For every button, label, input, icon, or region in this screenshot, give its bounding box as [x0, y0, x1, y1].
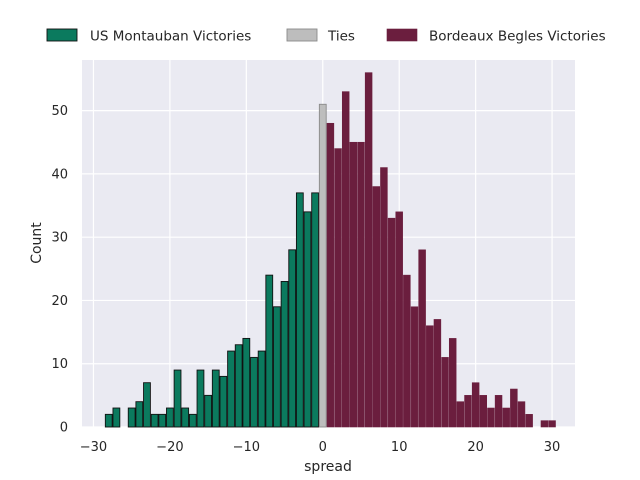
bar	[158, 413, 167, 428]
x-tick-label: −30	[80, 440, 107, 455]
bar	[127, 407, 136, 428]
x-tick-label: 30	[544, 440, 561, 455]
bar	[403, 274, 411, 428]
bar	[265, 274, 274, 428]
y-tick-label: 50	[51, 104, 68, 119]
x-axis-label: spread	[304, 459, 352, 475]
y-axis-ticks: 0 10 20 30 40 50	[51, 104, 68, 435]
bar	[548, 420, 556, 428]
bar	[464, 395, 472, 428]
legend-swatch	[286, 28, 318, 42]
bar	[112, 407, 121, 428]
bar	[219, 375, 228, 428]
bar	[318, 103, 327, 428]
legend-label: Ties	[327, 29, 355, 45]
x-tick-label: 20	[467, 440, 484, 455]
bar	[211, 369, 220, 428]
bar	[433, 319, 442, 428]
bar	[250, 356, 258, 428]
bar	[479, 395, 488, 428]
bar	[242, 337, 251, 428]
bar	[517, 401, 526, 428]
bars	[104, 72, 556, 428]
bar	[341, 91, 350, 428]
x-axis-ticks: −30 −20 −10 0 10 20 30	[80, 440, 561, 455]
bar	[387, 217, 396, 428]
bar	[380, 167, 388, 428]
bar	[288, 249, 297, 428]
x-tick-label: −10	[233, 440, 260, 455]
bar	[364, 72, 373, 428]
legend-label: US Montauban Victories	[90, 29, 251, 45]
bar	[349, 141, 358, 428]
bar	[234, 344, 243, 428]
legend-swatch	[46, 28, 78, 42]
bar	[143, 382, 151, 428]
bar	[204, 394, 212, 428]
bar	[525, 414, 533, 428]
bar	[104, 413, 113, 428]
y-tick-label: 10	[51, 357, 68, 372]
bar	[227, 350, 235, 428]
bar	[334, 148, 342, 428]
bar	[410, 306, 419, 428]
bar	[502, 407, 510, 428]
bar	[540, 420, 549, 428]
bar	[257, 350, 266, 428]
y-axis-label: Count	[29, 222, 45, 264]
bar	[395, 211, 403, 428]
legend: US Montauban Victories Ties Bordeaux Begle…	[46, 28, 606, 45]
bar	[471, 382, 480, 428]
bar	[418, 249, 426, 428]
x-tick-label: 0	[319, 440, 327, 455]
bar	[456, 401, 465, 428]
bar	[448, 338, 457, 428]
bar	[273, 306, 281, 428]
y-tick-label: 20	[51, 294, 68, 309]
y-tick-label: 0	[60, 421, 68, 436]
bar	[510, 388, 518, 428]
bar	[441, 357, 449, 428]
legend-swatch	[386, 28, 418, 42]
bar	[311, 192, 319, 428]
bar	[372, 186, 380, 428]
bar	[426, 325, 434, 428]
bar	[494, 395, 503, 428]
x-tick-label: −20	[156, 440, 183, 455]
bar	[166, 407, 174, 428]
y-tick-label: 30	[51, 231, 68, 246]
bar	[196, 369, 205, 428]
bar	[280, 281, 289, 428]
bar	[326, 122, 335, 428]
bar	[295, 192, 304, 428]
bar	[303, 211, 312, 428]
bar	[173, 369, 182, 428]
bar	[487, 407, 495, 428]
bar	[150, 413, 159, 428]
bar	[188, 413, 197, 428]
bar	[357, 141, 365, 428]
x-tick-label: 10	[391, 440, 408, 455]
bar	[181, 407, 190, 428]
y-tick-label: 40	[51, 167, 68, 182]
legend-label: Bordeaux Begles Victories	[429, 29, 606, 45]
bar	[135, 401, 144, 428]
